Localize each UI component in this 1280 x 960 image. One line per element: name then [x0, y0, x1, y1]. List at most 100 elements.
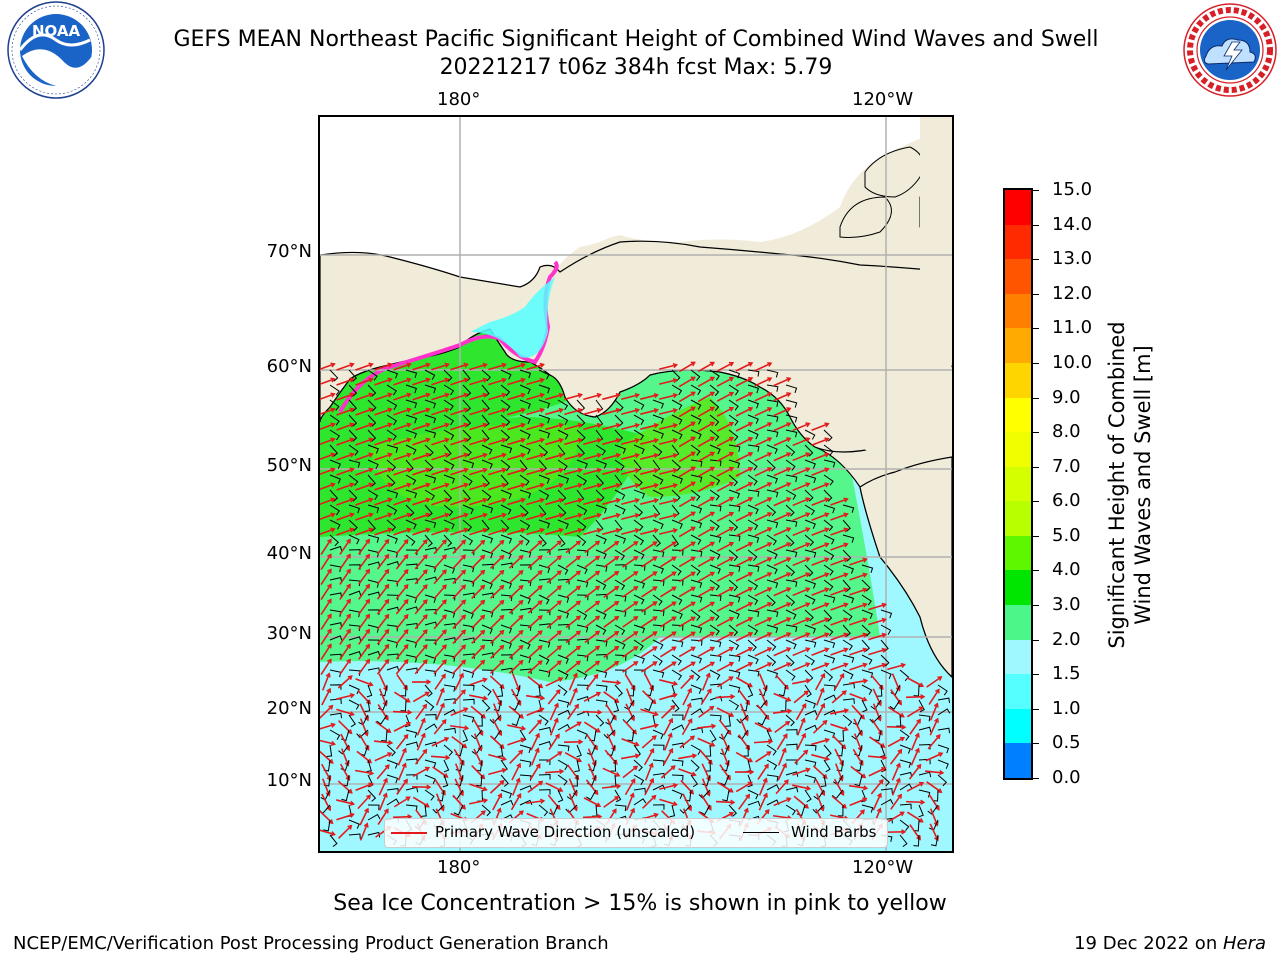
- wave-arrow-head: [748, 406, 754, 412]
- wave-direction-arrow: [549, 703, 559, 721]
- wind-barb: [728, 669, 741, 678]
- wind-barb: [652, 549, 665, 558]
- wave-direction-arrow: [508, 705, 524, 719]
- wave-direction-arrow: [811, 543, 829, 551]
- wave-direction-arrow: [492, 718, 502, 736]
- wave-arrow-head: [577, 527, 583, 533]
- wave-arrow-head: [862, 632, 868, 638]
- chart-subtitle: 20221217 t06z 384h fcst Max: 5.79: [439, 55, 833, 80]
- wave-direction-arrow: [587, 763, 597, 781]
- wind-barb: [586, 789, 597, 801]
- wave-arrow-head: [786, 632, 792, 638]
- wind-barb: [804, 789, 812, 803]
- wind-barb: [823, 444, 834, 456]
- wave-arrow-head: [824, 512, 830, 518]
- wind-barb: [538, 414, 551, 424]
- wave-arrow-head: [461, 539, 467, 545]
- wave-direction-arrow: [697, 406, 715, 418]
- wave-direction-arrow: [393, 453, 411, 461]
- wave-arrow-head: [668, 747, 674, 754]
- wave-arrow-head: [384, 628, 390, 634]
- wave-direction-arrow: [450, 483, 468, 491]
- bottom-lon-label-120w: 120°W: [852, 857, 914, 878]
- wave-arrow-head: [518, 584, 524, 590]
- wave-arrow-head: [690, 376, 696, 382]
- wind-barb: [709, 444, 721, 455]
- wave-arrow-head: [368, 782, 374, 788]
- wave-direction-arrow: [507, 378, 525, 386]
- wave-direction-arrow: [525, 694, 545, 700]
- wind-barb: [576, 414, 586, 427]
- wave-arrow-head: [860, 714, 865, 720]
- wave-arrow-head: [480, 659, 486, 665]
- wave-direction-arrow: [546, 540, 562, 554]
- wind-barb: [804, 624, 816, 634]
- wave-direction-arrow: [679, 735, 695, 749]
- wave-direction-arrow: [716, 572, 734, 582]
- wave-arrow-head: [556, 600, 562, 606]
- wave-direction-arrow: [773, 437, 791, 447]
- wave-arrow-head: [330, 437, 336, 443]
- wave-direction-arrow: [584, 630, 600, 644]
- wind-barb: [876, 684, 883, 697]
- wind-barb: [880, 774, 890, 787]
- wave-arrow-head: [649, 747, 655, 754]
- wave-arrow-head: [441, 599, 447, 605]
- wind-barb: [880, 609, 893, 619]
- wave-arrow-head: [709, 376, 716, 382]
- wind-barb: [481, 474, 490, 487]
- wave-arrow-head: [633, 571, 639, 576]
- wind-barb: [823, 489, 833, 502]
- wave-arrow-head: [383, 808, 389, 814]
- wave-direction-arrow: [602, 468, 620, 476]
- wave-direction-arrow: [355, 783, 373, 791]
- sea-ice-note: Sea Ice Concentration > 15% is shown in …: [333, 891, 947, 916]
- wind-barb: [652, 444, 663, 456]
- wave-arrow-head: [387, 422, 393, 428]
- wind-barb: [766, 504, 777, 517]
- wave-direction-arrow: [663, 733, 673, 751]
- wave-arrow-head: [463, 377, 469, 383]
- wind-barb: [899, 803, 912, 810]
- wave-arrow-head: [934, 805, 940, 811]
- wave-arrow-head: [709, 421, 716, 427]
- wind-barb: [725, 714, 731, 727]
- wave-direction-arrow: [659, 484, 677, 490]
- wave-arrow-head: [861, 773, 867, 779]
- wind-barb: [728, 399, 739, 411]
- wave-direction-arrow: [507, 363, 525, 371]
- wind-barb: [747, 369, 760, 377]
- wind-barb: [405, 444, 417, 455]
- wave-arrow-head: [615, 467, 622, 474]
- wave-direction-arrow: [416, 733, 426, 751]
- wave-direction-arrow: [622, 586, 638, 598]
- wave-direction-arrow: [530, 748, 540, 766]
- wave-direction-arrow: [754, 377, 772, 387]
- wind-barb: [386, 429, 397, 441]
- wind-barb: [519, 639, 531, 650]
- wind-barb: [367, 399, 377, 412]
- colorbar-label-line1: Significant Height of Combined: [1105, 321, 1129, 649]
- wind-barb: [633, 774, 645, 786]
- wave-direction-arrow: [602, 453, 620, 461]
- wave-arrow-head: [743, 807, 749, 813]
- wind-barb: [652, 564, 664, 574]
- wind-barb: [576, 519, 587, 531]
- wave-direction-arrow: [376, 554, 390, 570]
- wave-direction-arrow: [735, 587, 753, 597]
- wave-arrow-head: [705, 791, 711, 797]
- wind-barb: [367, 561, 381, 568]
- wave-arrow-head: [899, 811, 905, 817]
- wind-barb: [462, 444, 472, 457]
- wave-direction-arrow: [565, 615, 581, 629]
- wave-arrow-head: [615, 497, 622, 504]
- wind-barb: [804, 504, 815, 516]
- wave-direction-arrow: [905, 695, 925, 699]
- wave-arrow-head: [349, 407, 355, 413]
- wave-arrow-head: [520, 377, 526, 383]
- wave-direction-arrow: [678, 768, 696, 776]
- wave-direction-arrow: [697, 511, 715, 523]
- wave-direction-arrow: [564, 393, 582, 401]
- wind-barb: [823, 759, 831, 773]
- wave-direction-arrow: [738, 794, 750, 810]
